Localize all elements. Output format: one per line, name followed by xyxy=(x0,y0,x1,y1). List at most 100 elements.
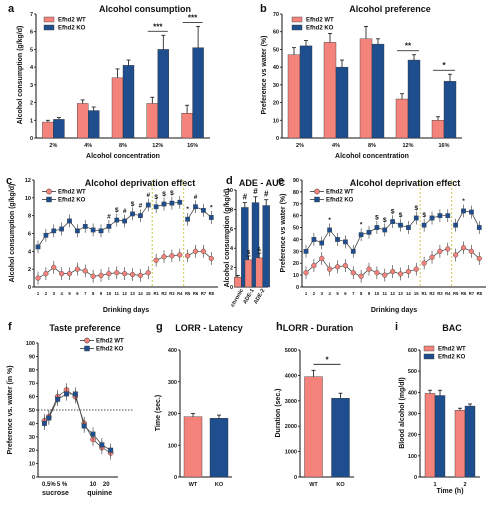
y-tick-label: 7 xyxy=(30,12,33,18)
y-tick-label: 0 xyxy=(230,285,233,291)
y-tick-label: 0 xyxy=(32,475,35,481)
x-tick-label: R8 xyxy=(209,291,215,296)
y-tick-label: 8 xyxy=(28,214,31,220)
x-tick-label: R3 xyxy=(169,291,175,296)
legend-label-ko: Efhd2 KO xyxy=(58,198,86,204)
point-wt xyxy=(74,266,80,272)
series-line xyxy=(156,201,180,208)
chart-title: Alcohol preference xyxy=(349,4,431,14)
point-wt xyxy=(397,271,404,277)
panel-a: 0 1 2 3 4 5 6 7 Alcohol consumption a Alcohol cons… xyxy=(8,3,210,160)
point-ko xyxy=(406,225,411,230)
x-tick-label: R4 xyxy=(445,291,451,296)
significance-mark: # xyxy=(264,190,269,199)
point-wt xyxy=(421,260,427,266)
bar xyxy=(53,119,65,139)
bar xyxy=(146,103,159,139)
y-tick-label: 2 xyxy=(230,266,233,272)
point-wt xyxy=(200,248,206,254)
significance-mark: # xyxy=(146,192,150,199)
y-tick-label: 40 xyxy=(273,65,279,71)
panel-label: d xyxy=(226,175,233,187)
legend-label-wt: Efhd2 WT xyxy=(326,190,354,196)
legend-swatch-wt xyxy=(291,16,303,23)
x-tick-label: 2 xyxy=(463,482,466,488)
legend-label-ko: Efhd2 KO xyxy=(96,347,124,353)
x-tick-label: 0.5% xyxy=(42,482,56,488)
significance-mark: $ xyxy=(375,215,379,222)
bar xyxy=(443,81,457,139)
x-tick-label: 2 xyxy=(313,291,316,296)
point-ko xyxy=(358,232,364,238)
y-tick-label: 90 xyxy=(29,354,35,360)
x-tick-label: 11 xyxy=(383,291,388,296)
x-tick-label: 14 xyxy=(406,291,411,296)
bar xyxy=(76,103,89,139)
legend-marker-ko xyxy=(314,196,320,203)
legend-marker-ko xyxy=(46,196,52,203)
y-tick-label: 600 xyxy=(408,348,417,354)
bar xyxy=(407,59,421,139)
point-wt xyxy=(122,271,128,277)
y-tick-label: 80 xyxy=(293,190,299,196)
point-ko xyxy=(98,228,104,234)
y-tick-label: 60 xyxy=(29,395,35,401)
point-ko xyxy=(75,228,80,234)
legend-swatch-wt xyxy=(423,345,435,352)
x-tick-label: KO xyxy=(215,482,224,488)
bar xyxy=(299,45,313,139)
x-tick-label: 3 xyxy=(321,291,324,296)
bar xyxy=(192,47,204,139)
point-wt xyxy=(153,257,159,263)
point-ko xyxy=(122,218,127,224)
point-ko xyxy=(469,209,474,215)
panel-g: 0 100 200 300 400 LORR - Latency g Time (sec.) W… xyxy=(155,321,243,488)
chart-title: LORR - Duration xyxy=(283,323,354,333)
point-ko xyxy=(366,229,372,235)
x-tick-label: R1 xyxy=(421,291,427,296)
y-tick-label: 4000 xyxy=(285,373,297,379)
y-tick-label: 0 xyxy=(28,285,31,291)
significance-mark: *** xyxy=(153,22,163,31)
bar xyxy=(331,398,350,478)
bar xyxy=(183,416,203,478)
point-ko xyxy=(445,213,451,219)
group-label: sucrose xyxy=(42,490,69,497)
bar xyxy=(122,65,135,139)
y-tick-label: 30 xyxy=(273,83,279,89)
point-wt xyxy=(98,272,104,279)
legend-marker-wt xyxy=(84,337,90,344)
significance-mark: ** xyxy=(405,42,412,51)
point-ko xyxy=(185,216,190,222)
point-ko xyxy=(208,215,214,220)
point-ko xyxy=(106,224,112,229)
point-ko xyxy=(55,396,61,402)
significance-mark: $ xyxy=(422,212,426,219)
point-ko xyxy=(476,225,482,230)
significance-mark: *** xyxy=(188,13,198,22)
y-tick-label: 90 xyxy=(293,178,299,184)
x-axis-label: Drinking days xyxy=(371,307,417,314)
y-tick-label: 20 xyxy=(293,261,299,267)
series-line xyxy=(455,247,480,259)
point-wt xyxy=(460,245,467,251)
y-tick-label: 3 xyxy=(30,83,33,89)
y-tick-label: 6 xyxy=(230,227,233,233)
x-tick-label: R5 xyxy=(185,291,191,296)
point-ko xyxy=(398,222,403,228)
x-tick-label: WT xyxy=(309,482,318,488)
legend-label-ko: Efhd2 KO xyxy=(326,198,354,204)
point-ko xyxy=(114,217,120,223)
bar xyxy=(395,98,409,139)
y-tick-label: 8 xyxy=(230,207,233,213)
x-tick-label: 10 xyxy=(375,291,380,296)
point-ko xyxy=(461,208,466,214)
point-ko xyxy=(64,391,69,397)
y-tick-label: 60 xyxy=(273,30,279,36)
y-axis-label: Alcohol consumption (g/kg/d) xyxy=(17,26,24,125)
x-tick-label: 7 xyxy=(84,291,87,296)
y-tick-label: 50 xyxy=(29,408,35,414)
legend-label-ko: Efhd2 KO xyxy=(306,26,334,32)
panel-label: g xyxy=(156,321,163,333)
